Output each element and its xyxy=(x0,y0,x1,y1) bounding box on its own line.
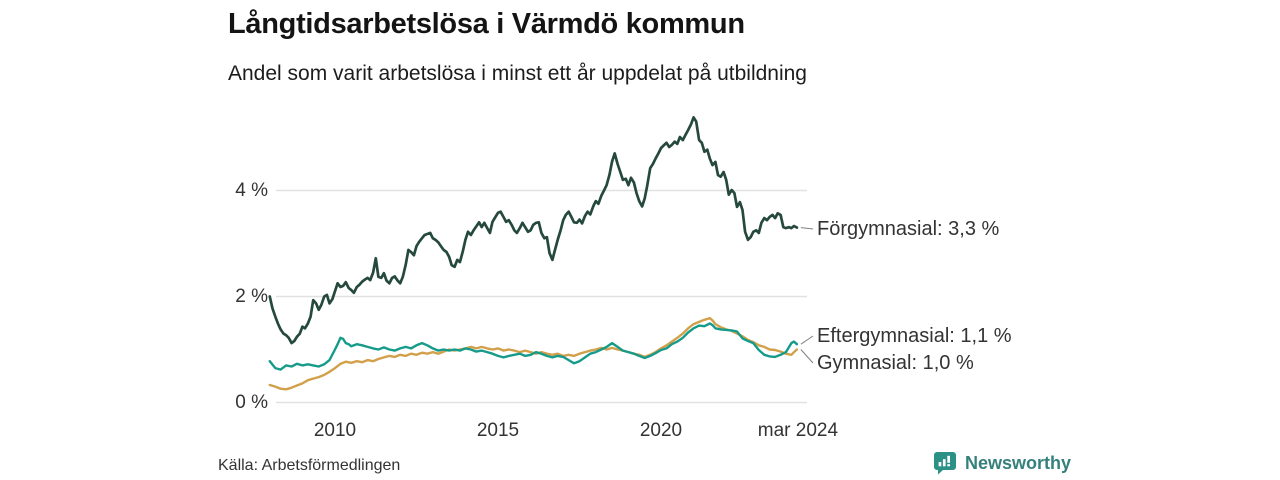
label-connector xyxy=(800,349,814,364)
page-subtitle: Andel som varit arbetslösa i minst ett å… xyxy=(228,62,807,85)
series-line-frgymnasial xyxy=(268,116,799,345)
x-axis-tick-label: mar 2024 xyxy=(757,420,839,441)
y-axis-tick-label: 0 % xyxy=(235,391,268,413)
brand-logo: Newsworthy xyxy=(933,451,1071,476)
series-end-label-forgymnasial: Förgymnasial: 3,3 % xyxy=(817,218,1000,240)
series-line-eftergymnasial xyxy=(268,322,799,371)
x-axis-tick-label: 2010 xyxy=(313,420,357,441)
label-connector xyxy=(800,227,814,230)
x-axis-tick-label: 2015 xyxy=(476,420,520,441)
y-axis-tick-label: 2 % xyxy=(235,285,268,307)
newsworthy-speech-bubble-barchart-icon xyxy=(933,451,957,476)
y-axis-tick-label: 4 % xyxy=(235,179,268,201)
series-end-label-gymnasial: Gymnasial: 1,0 % xyxy=(817,352,974,374)
x-axis-tick-label: 2020 xyxy=(639,420,683,441)
brand-wordmark: Newsworthy xyxy=(965,453,1072,473)
page-title: Långtidsarbetslösa i Värmdö kommun xyxy=(228,8,745,40)
label-connector xyxy=(800,335,814,345)
series-end-label-eftergymnasial: Eftergymnasial: 1,1 % xyxy=(817,325,1012,347)
source-note: Källa: Arbetsförmedlingen xyxy=(218,457,401,474)
